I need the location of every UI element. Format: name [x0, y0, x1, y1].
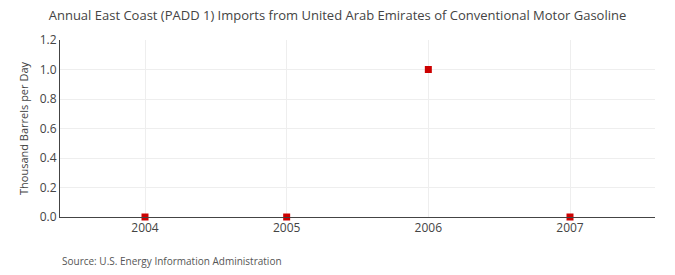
svg-text:2005: 2005 — [273, 219, 301, 236]
svg-text:0.4: 0.4 — [40, 149, 57, 166]
svg-text:2004: 2004 — [131, 219, 159, 236]
svg-text:0.6: 0.6 — [40, 120, 57, 137]
svg-text:0.0: 0.0 — [40, 208, 57, 225]
svg-text:Source: U.S. Energy Informatio: Source: U.S. Energy Information Administ… — [62, 254, 282, 268]
svg-text:0.8: 0.8 — [40, 90, 57, 107]
svg-text:1.0: 1.0 — [40, 61, 57, 78]
svg-text:0.2: 0.2 — [40, 179, 57, 196]
svg-text:Annual East Coast (PADD 1) Imp: Annual East Coast (PADD 1) Imports from … — [49, 6, 627, 24]
svg-text:2006: 2006 — [415, 219, 443, 236]
svg-text:Thousand Barrels per Day: Thousand Barrels per Day — [16, 62, 31, 195]
svg-text:1.2: 1.2 — [40, 31, 57, 48]
svg-text:2007: 2007 — [556, 219, 584, 236]
